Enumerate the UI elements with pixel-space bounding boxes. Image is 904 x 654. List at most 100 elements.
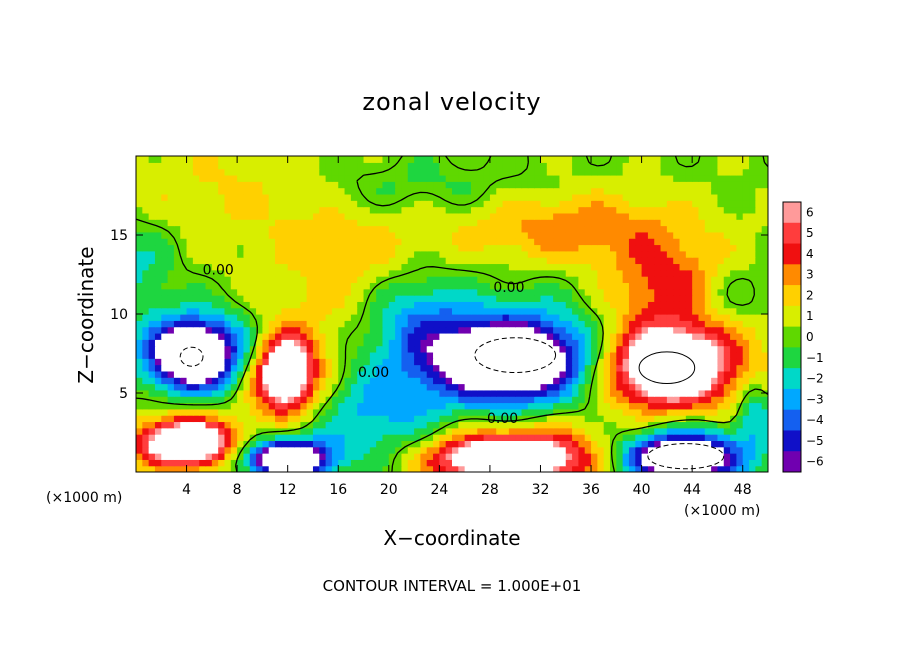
heat-cell [572,370,579,378]
heat-cell [452,174,459,182]
heat-cell [433,339,440,347]
heat-cell [489,212,497,220]
heat-cell [742,351,750,359]
heat-cell [578,269,586,277]
heat-cell [483,427,491,435]
heat-cell [287,269,295,277]
heat-cell [382,358,390,366]
heat-cell [610,389,617,397]
heat-cell [350,238,358,246]
heat-cell [395,408,403,416]
heat-cell [534,326,542,334]
heat-cell [496,358,504,366]
heat-cell [692,212,700,220]
heat-cell [433,181,440,189]
heat-cell [142,446,150,454]
heat-cell [319,332,327,340]
heat-cell [306,396,314,404]
heat-cell [704,320,712,328]
heat-cell [553,250,561,258]
heat-cell [647,396,655,404]
heat-cell [401,434,409,441]
heat-cell [508,263,516,271]
heat-cell [736,320,744,328]
heat-cell [458,174,466,182]
heat-cell [496,427,504,435]
heat-cell [591,408,598,416]
heat-cell [521,364,529,372]
heat-cell [489,345,497,353]
heat-cell [679,465,687,472]
heat-cell [673,212,681,220]
heat-cell [268,358,276,366]
heat-cell [553,351,561,359]
heat-cell [546,238,554,246]
heat-cell [426,238,434,246]
heat-cell [673,421,681,429]
heat-cell [148,396,156,404]
heat-cell [464,244,472,252]
heat-cell [230,377,238,385]
heat-cell [666,168,674,176]
heat-cell [388,440,396,448]
heat-cell [654,339,662,347]
heat-cell [180,181,188,189]
heat-cell [344,301,352,309]
heat-cell [363,459,371,467]
heat-cell [205,314,213,321]
heat-cell [546,383,554,391]
heat-cell [704,225,712,233]
heat-cell [553,465,561,472]
heat-cell [477,206,485,214]
heat-cell [717,231,725,239]
heat-cell [154,193,162,201]
heat-cell [603,377,611,385]
heat-cell [439,446,447,454]
heat-cell [534,263,542,271]
heat-cell [243,225,251,233]
heat-cell [452,415,459,423]
heat-cell [628,257,636,265]
heat-cell [420,408,428,416]
heat-cell [382,351,390,359]
heat-cell [534,282,542,290]
heat-cell [420,288,428,296]
heat-cell [527,421,535,429]
heat-cell [369,225,377,233]
heat-cell [660,415,668,423]
heat-cell [376,427,384,435]
heat-cell [300,415,308,423]
heat-cell [382,402,390,410]
heat-cell [755,434,763,441]
heat-cell [218,434,226,441]
heat-cell [211,276,219,283]
heat-cell [357,427,365,435]
heat-cell [534,162,542,170]
heat-cell [565,168,573,176]
heat-cell [597,307,605,315]
heat-cell [736,225,744,233]
heat-cell [559,465,567,472]
heat-cell [572,427,579,435]
heat-cell [692,231,700,239]
heat-cell [610,219,617,227]
heat-cell [635,351,643,359]
heat-cell [363,238,371,246]
heat-cell [414,212,421,220]
heat-cell [452,181,459,189]
heat-cell [508,370,516,378]
heat-cell [704,370,712,378]
heat-cell [350,427,358,435]
heat-cell [319,295,327,302]
heat-cell [382,396,390,404]
heat-cell [268,427,276,435]
heat-cell [256,295,263,302]
heat-cell [679,389,687,397]
heat-cell [369,219,377,227]
heat-cell [230,364,238,372]
heat-cell [565,402,573,410]
heat-cell [338,206,346,214]
heat-cell [647,459,655,467]
heat-cell [565,156,573,163]
heat-cell [167,244,175,252]
